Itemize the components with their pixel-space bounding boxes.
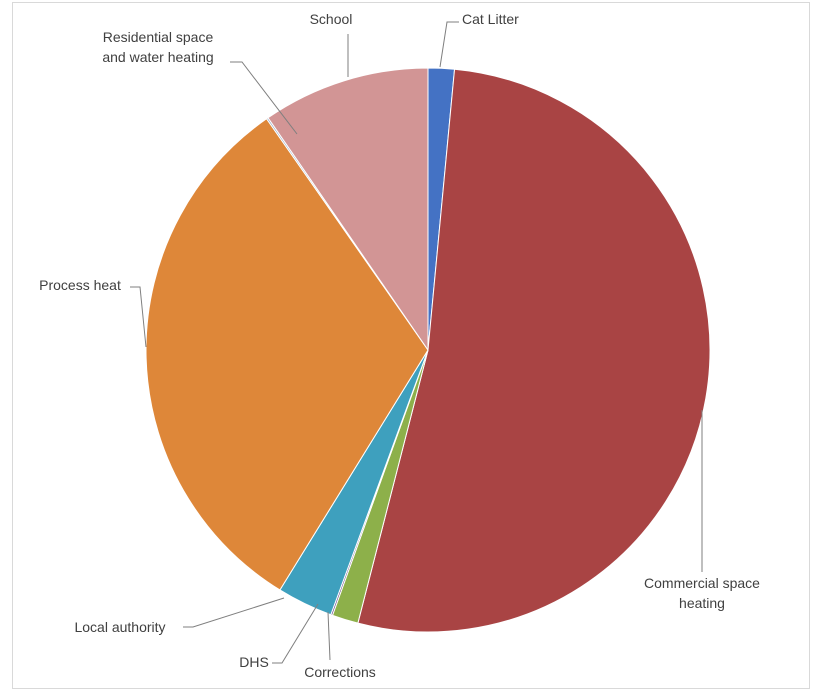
slice-label-line: heating bbox=[679, 595, 725, 611]
slice-label-commercial-space-heating: Commercial space heating bbox=[644, 575, 760, 611]
slice-label-corrections: Corrections bbox=[304, 664, 376, 680]
slice-label-process-heat: Process heat bbox=[39, 277, 121, 293]
slice-label-line: Local authority bbox=[74, 619, 165, 635]
slice-labels: Cat Litter Commercial space heating Correct… bbox=[39, 11, 760, 680]
slice-label-line: Corrections bbox=[304, 664, 376, 680]
slice-label-line: Cat Litter bbox=[462, 11, 519, 27]
leader-line-residential-space-and-water-heating bbox=[230, 61, 298, 135]
leader-line-process-heat bbox=[130, 286, 147, 348]
slice-label-dhs: DHS bbox=[239, 654, 269, 670]
pie-slice-school bbox=[267, 67, 429, 352]
slice-label-line: Process heat bbox=[39, 277, 121, 293]
leader-line-corrections bbox=[327, 611, 331, 661]
slice-label-residential-space-and-water-heating: Residential space and water heating bbox=[102, 29, 213, 65]
slice-label-line: DHS bbox=[239, 654, 269, 670]
slice-label-local-authority: Local authority bbox=[74, 619, 165, 635]
leader-lines bbox=[130, 21, 703, 664]
leader-line-cat-litter bbox=[439, 21, 459, 68]
leader-line-local-authority bbox=[183, 597, 285, 628]
slice-label-line: Residential space bbox=[103, 29, 214, 45]
slice-label-line: School bbox=[310, 11, 353, 27]
slice-label-cat-litter: Cat Litter bbox=[462, 11, 519, 27]
slice-label-line: Commercial space bbox=[644, 575, 760, 591]
pie-slices bbox=[145, 67, 711, 633]
slice-label-line: and water heating bbox=[102, 49, 213, 65]
pie-slice-process-heat bbox=[145, 118, 429, 591]
slice-label-school: School bbox=[310, 11, 353, 27]
pie-slice-commercial-space-heating bbox=[357, 68, 711, 633]
leader-line-dhs bbox=[272, 603, 319, 664]
